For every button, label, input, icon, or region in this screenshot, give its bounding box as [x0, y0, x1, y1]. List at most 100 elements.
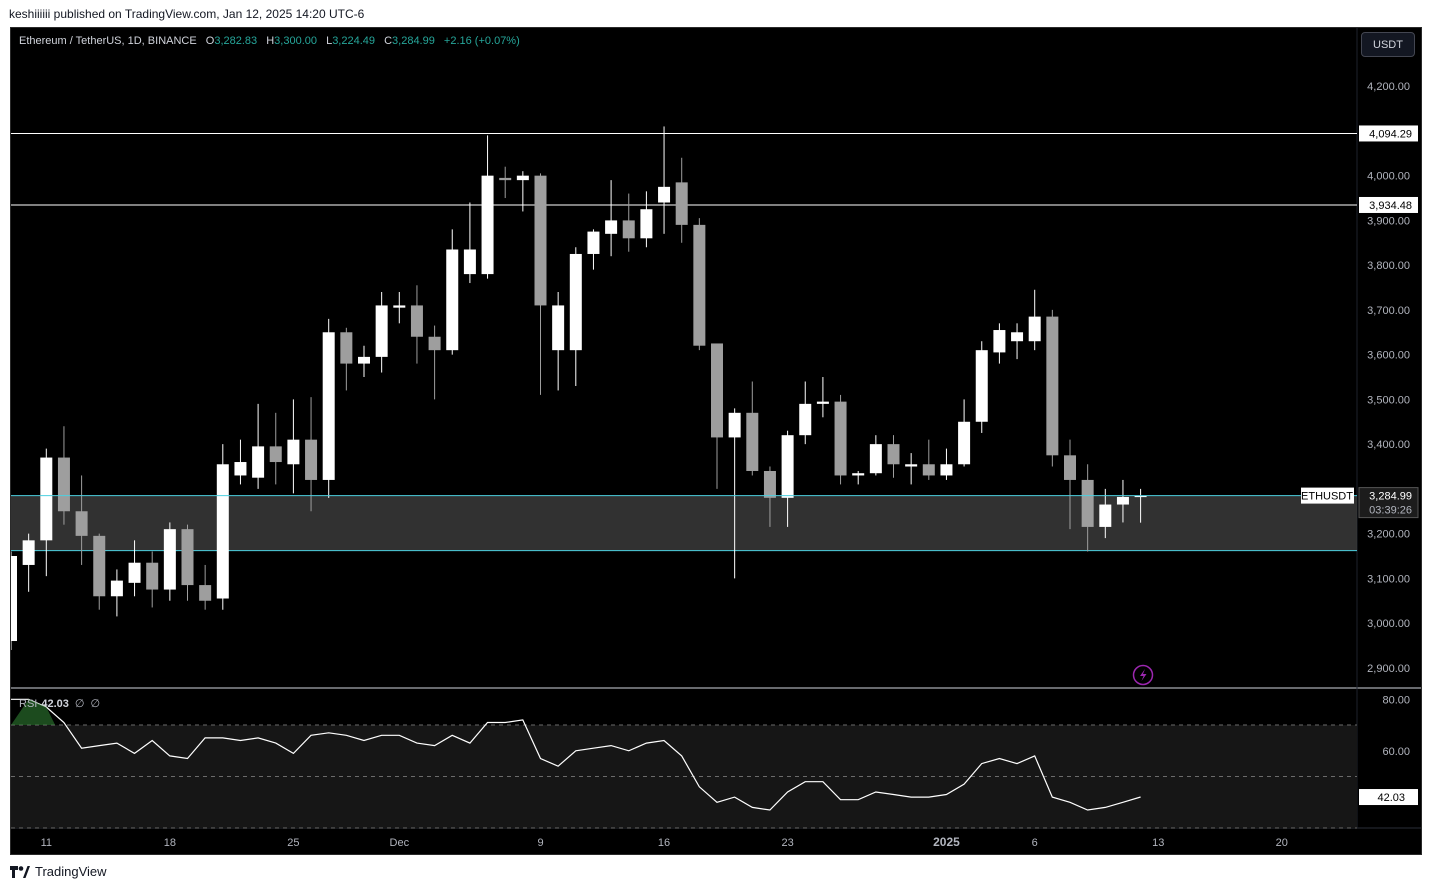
candle-body: [693, 224, 706, 346]
time-tick-label: 2025: [933, 835, 960, 849]
candle-body: [199, 585, 212, 601]
candle: [587, 229, 600, 270]
candle-body: [110, 580, 123, 597]
symbol-tag-badge: [1301, 487, 1354, 504]
candle: [1064, 439, 1076, 530]
time-tick-label: 9: [537, 837, 543, 849]
open-value: 3,282.83: [214, 35, 258, 47]
candle: [1028, 289, 1041, 351]
candle-body: [816, 401, 829, 404]
candle-body: [605, 220, 618, 234]
candle-body: [11, 556, 17, 642]
candle-body: [728, 412, 741, 438]
candle-body: [746, 412, 759, 471]
candle-body: [446, 249, 459, 351]
symbol-title[interactable]: Ethereum / TetherUS, 1D, BINANCE: [19, 35, 197, 47]
candle-body: [216, 464, 229, 599]
candle-body: [358, 356, 370, 364]
candle: [146, 551, 159, 608]
candle: [958, 399, 971, 467]
candle-body: [1046, 316, 1059, 456]
candle-body: [799, 403, 812, 436]
candle: [481, 135, 494, 279]
candle: [110, 569, 123, 617]
candle: [834, 394, 847, 485]
candle: [322, 318, 335, 498]
rsi-name[interactable]: RSI: [19, 698, 38, 710]
candle-body: [905, 464, 918, 467]
candle-body: [940, 464, 953, 476]
candle: [269, 412, 282, 485]
candle: [428, 325, 441, 400]
change-value: +2.16 (+0.07%): [443, 35, 520, 47]
candle-body: [410, 305, 423, 337]
candle: [1116, 479, 1129, 523]
candle: [1134, 488, 1147, 523]
candle: [640, 191, 653, 248]
price-tick-label: 3,800.00: [1367, 260, 1410, 272]
candle: [128, 540, 141, 597]
candle-body: [499, 177, 512, 181]
chart-canvas[interactable]: 4,200.00 4,000.00 3,900.00 3,800.00 3,700.00…: [11, 28, 1421, 854]
time-tick-label: 11: [41, 837, 52, 849]
candle-body: [1011, 332, 1024, 342]
candle: [993, 323, 1006, 364]
candle: [622, 193, 635, 252]
candle: [1081, 464, 1094, 552]
rsi-overbought-fill: [11, 699, 56, 726]
candle: [234, 439, 247, 485]
time-tick-label: 13: [1152, 837, 1164, 849]
candle-body: [975, 350, 988, 422]
footer-brand[interactable]: TradingView: [10, 864, 107, 879]
rsi-legend: RSI 42.03 ∅ ∅: [19, 697, 100, 710]
candle-body: [163, 529, 176, 590]
candle-body: [1081, 479, 1094, 527]
candle: [852, 470, 865, 485]
rsi-param-2: ∅: [90, 698, 101, 710]
footer-brand-text: TradingView: [35, 864, 107, 879]
candle: [446, 229, 459, 355]
currency-button[interactable]: USDT: [1361, 32, 1415, 57]
countdown-label: 03:39:26: [1369, 505, 1412, 517]
candle-body: [322, 332, 335, 480]
candle: [711, 343, 723, 489]
candle: [163, 522, 176, 601]
resistance-price-badge: [1359, 196, 1418, 213]
candle: [375, 292, 388, 373]
candle: [40, 448, 53, 577]
candle: [516, 171, 529, 212]
candle: [199, 564, 212, 610]
candle-body: [93, 535, 106, 597]
price-tick-label: 3,100.00: [1367, 573, 1410, 585]
time-tick-label: 6: [1032, 837, 1038, 849]
candle: [922, 439, 935, 480]
candle-body: [887, 444, 900, 465]
candle-body: [781, 435, 794, 498]
rsi-value: 42.03: [41, 698, 69, 710]
rsi-value-label: 42.03: [1377, 792, 1405, 804]
chart-frame[interactable]: 4,200.00 4,000.00 3,900.00 3,800.00 3,700.00…: [10, 27, 1422, 855]
candle-body: [640, 209, 653, 239]
candle: [905, 453, 918, 485]
last-price-badge: [1358, 487, 1419, 519]
rsi-line: [11, 698, 1141, 811]
candle: [869, 435, 882, 476]
candle-body: [1099, 504, 1112, 527]
candle-body: [234, 462, 247, 476]
candle: [216, 444, 229, 610]
price-tick-label: 3,700.00: [1367, 305, 1410, 317]
candle: [1046, 309, 1059, 467]
candle: [22, 533, 35, 592]
candle: [816, 377, 829, 418]
candle-body: [428, 336, 441, 351]
candle-body: [569, 253, 582, 351]
last-price-label: 3,284.99: [1369, 491, 1412, 503]
resistance-price-label: 4,094.29: [1369, 128, 1412, 140]
candle: [781, 430, 794, 527]
candle: [675, 157, 688, 243]
candle-body: [534, 175, 547, 306]
high-label: H: [266, 35, 275, 47]
candle: [11, 551, 17, 650]
low-label: L: [326, 35, 333, 47]
candle-body: [57, 457, 70, 512]
